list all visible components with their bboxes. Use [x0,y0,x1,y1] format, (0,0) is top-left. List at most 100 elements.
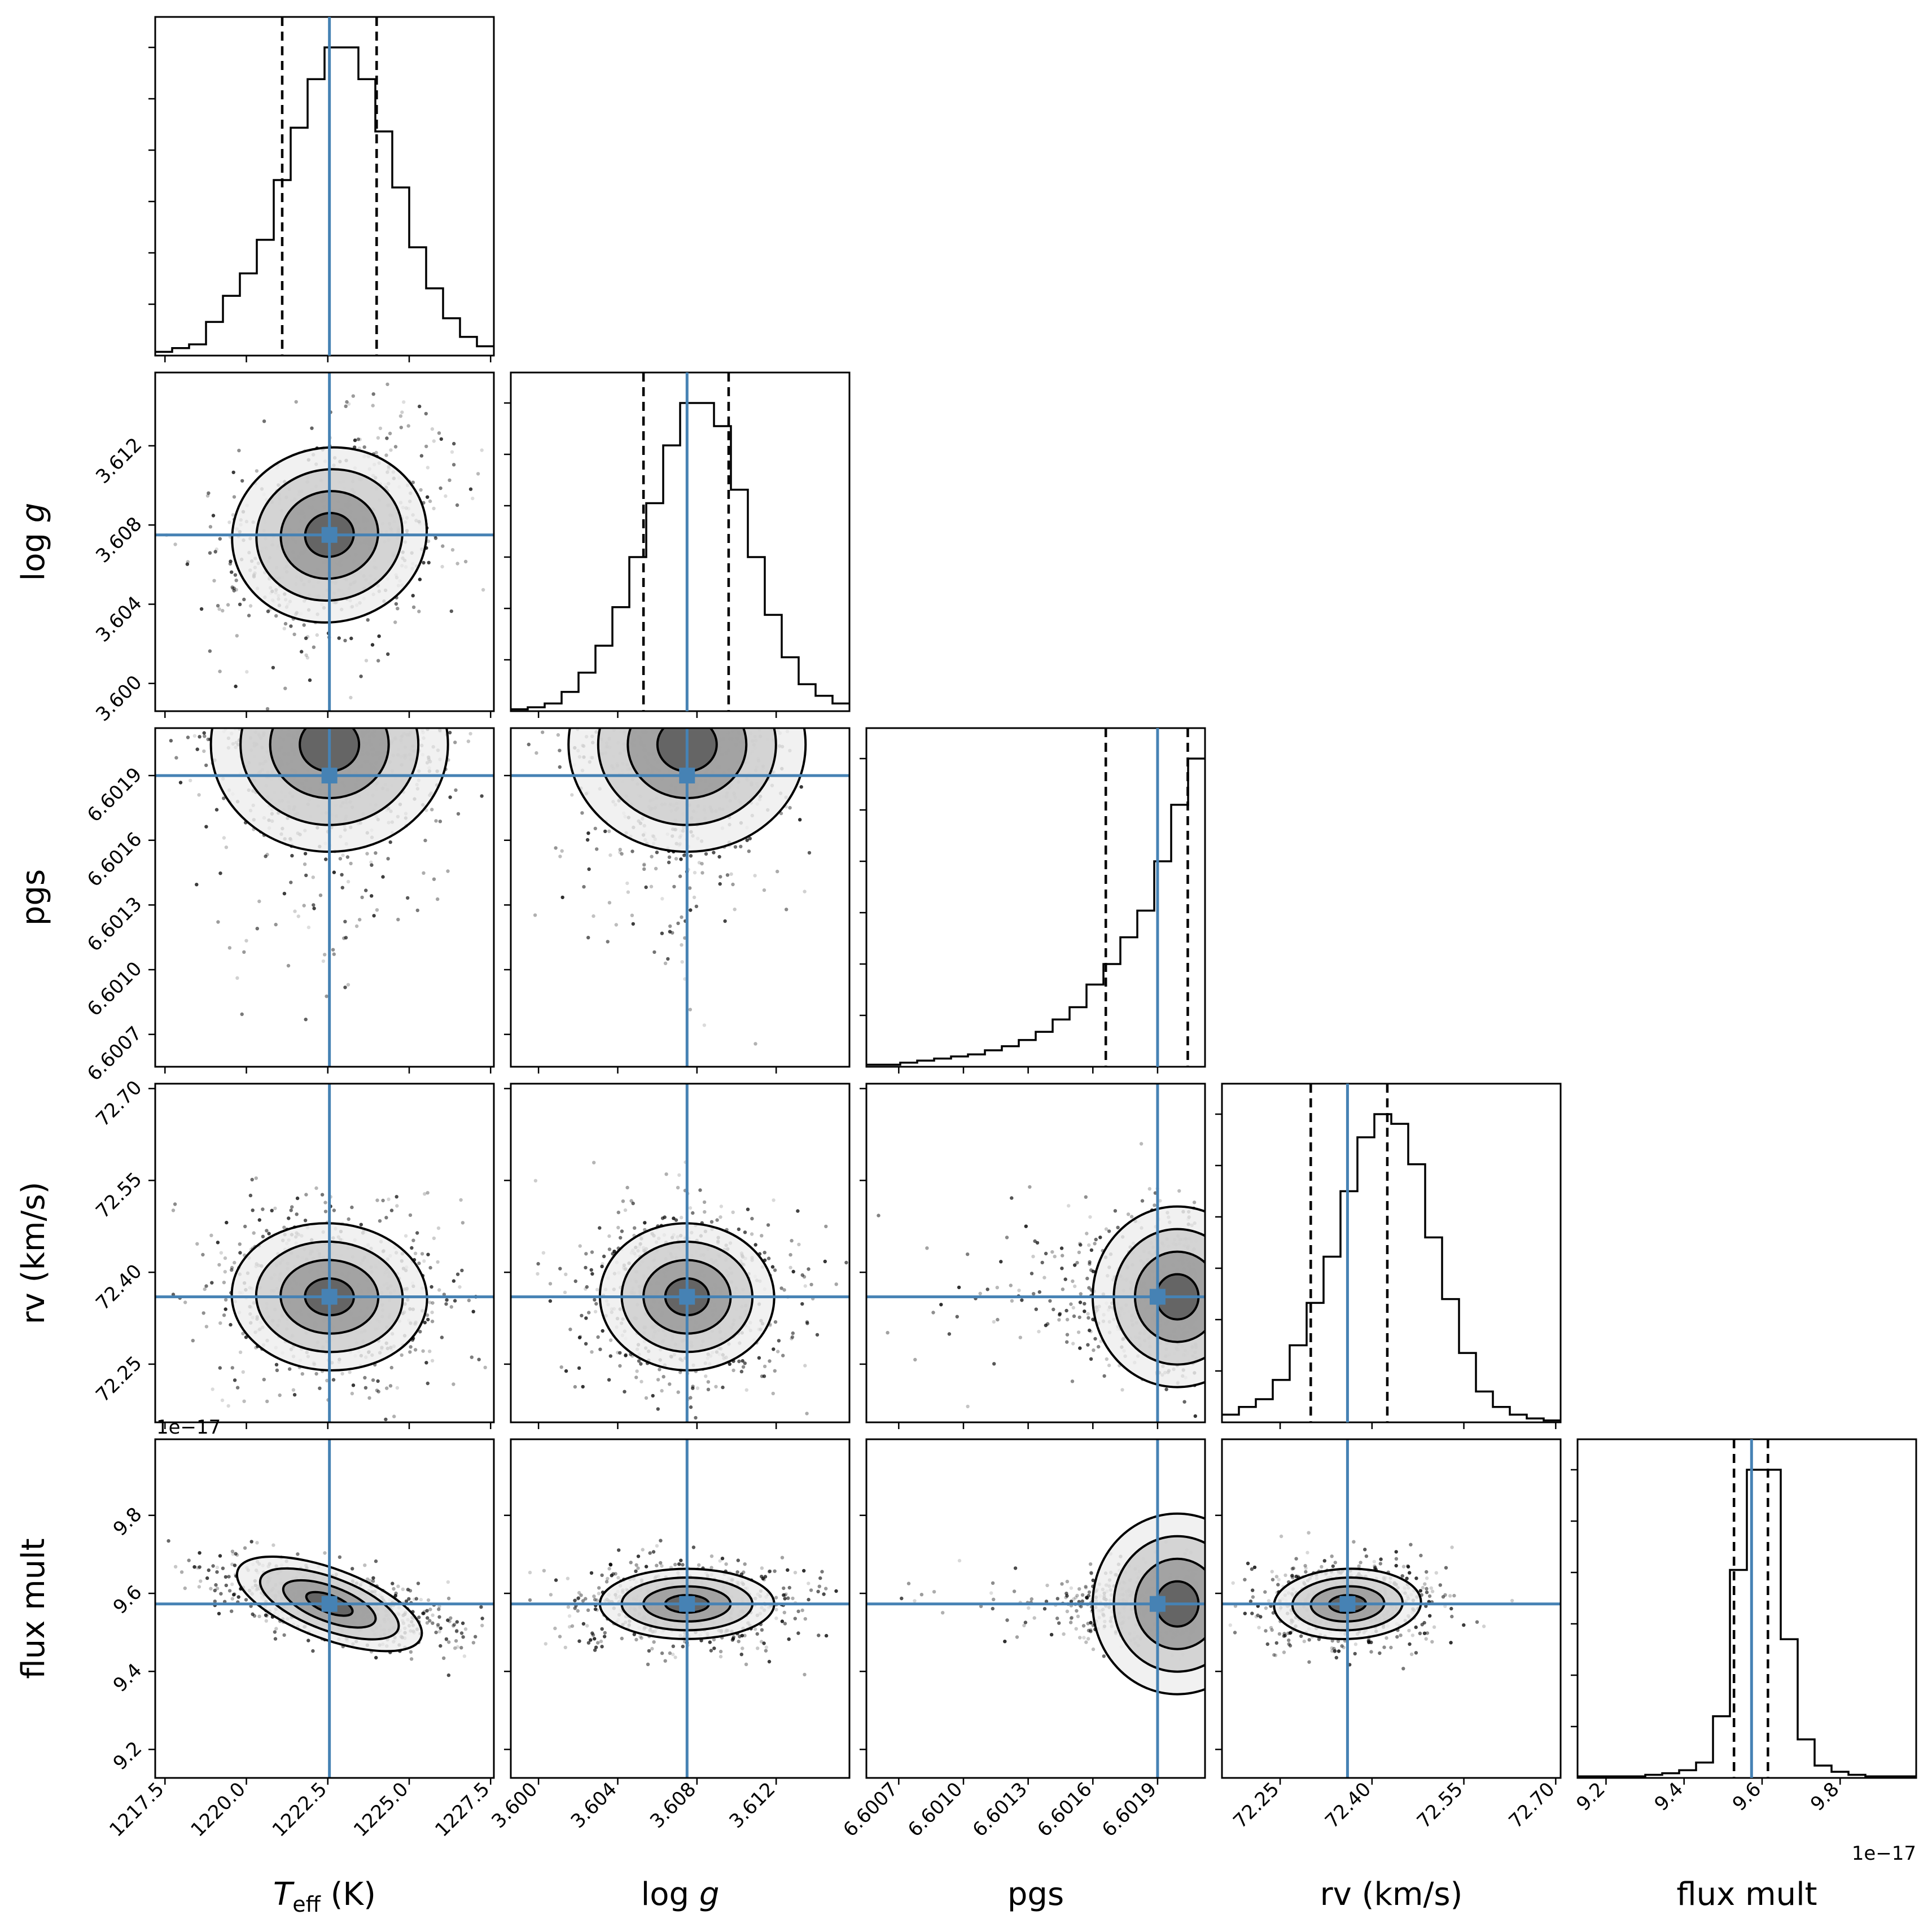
scatter-point [694,1416,698,1420]
scatter-point [1072,1314,1076,1318]
scatter-point [663,961,668,966]
scatter-point [700,871,704,875]
scatter-point [426,1191,430,1195]
scatter-point [527,742,531,747]
scatter-point [235,634,239,638]
scatter-point [595,1287,599,1291]
scatter-point [356,437,360,441]
scatter-point [208,551,212,555]
scatter-point [395,1204,399,1208]
scatter-point [746,1207,750,1211]
scatter-point [238,1242,242,1246]
scatter-point [425,1609,429,1613]
scatter-point [381,875,385,879]
scatter-point [799,785,803,789]
scatter-point [209,1233,213,1237]
scatter-point [199,607,204,611]
scatter-point [257,1218,261,1222]
scatter-point [733,845,738,849]
scatter-point [594,1302,598,1306]
scatter-point [167,1539,170,1543]
scatter-point [254,1346,258,1350]
scatter-point [642,863,646,867]
truth-marker [679,768,695,784]
scatter-point [1083,1309,1087,1313]
scatter-point [222,836,226,840]
scatter-point [620,1229,624,1233]
scatter-point [578,1335,582,1339]
scatter-point [995,1286,1000,1290]
scatter-point [341,853,345,857]
scatter-point [1031,1255,1035,1259]
scatter-point [406,1588,410,1592]
scatter-point [349,861,353,866]
scatter-point [229,559,233,563]
scatter-point [1010,1196,1014,1200]
scatter-point [305,656,310,660]
scatter-point [760,1374,764,1378]
scatter-point [201,1252,205,1257]
scatter-point [344,936,348,940]
scatter-point [217,607,221,611]
scatter-point [667,860,671,865]
scatter-point [344,1432,348,1435]
scatter-point [807,851,812,855]
scatter-point [452,1382,455,1386]
scatter-point [1147,1187,1152,1191]
scatter-point [232,495,236,499]
scatter-point [1059,1246,1064,1250]
scatter-point [458,1285,462,1289]
scatter-point [201,1311,205,1315]
scatter-point [668,924,672,928]
scatter-point [1032,1292,1036,1296]
scatter-point [731,1210,735,1214]
scatter-point [760,1234,764,1238]
scatter-point [295,1196,300,1201]
scatter-point [274,614,278,618]
scatter-point [392,1587,396,1591]
scatter-point [554,846,558,850]
scatter-point [324,857,328,861]
scatter-point [693,870,697,875]
scatter-point [633,1226,637,1230]
scatter-point [370,643,375,647]
scatter-point [718,882,722,886]
scatter-point [214,1583,218,1587]
scatter-point [459,1631,464,1635]
scatter-point [1046,1322,1050,1326]
scatter-point [224,1298,228,1302]
scatter-point [227,520,231,524]
scatter-point [1009,1283,1013,1287]
scatter-point [623,1208,628,1212]
scatter-point [702,1200,707,1204]
scatter-point [367,1396,371,1400]
scatter-point [728,1362,732,1366]
scatter-point [192,1565,196,1569]
scatter-point [221,1566,225,1570]
scatter-point [205,494,210,498]
scatter-point [644,1396,649,1400]
scatter-point [541,1251,546,1255]
scatter-point [238,1251,242,1255]
scatter-point [717,855,721,859]
scatter-point [709,1220,714,1224]
scatter-point [381,1198,385,1203]
scatter-point [255,1541,259,1545]
scatter-point [444,1637,449,1641]
scatter-point [358,437,362,441]
scatter-point [227,946,232,950]
scatter-point [743,1361,747,1365]
scatter-point [370,863,374,867]
scatter-point [1158,1199,1162,1203]
scatter-point [374,1655,378,1660]
scatter-point [169,739,173,743]
scatter-point [296,1552,300,1556]
scatter-point [432,439,436,443]
scatter-point [630,913,634,918]
scatter-point [432,1236,436,1241]
scatter-point [611,1252,615,1256]
scatter-point [445,1298,449,1302]
scatter-point [404,1599,409,1604]
scatter-point [372,914,376,918]
scatter-point [283,621,288,626]
